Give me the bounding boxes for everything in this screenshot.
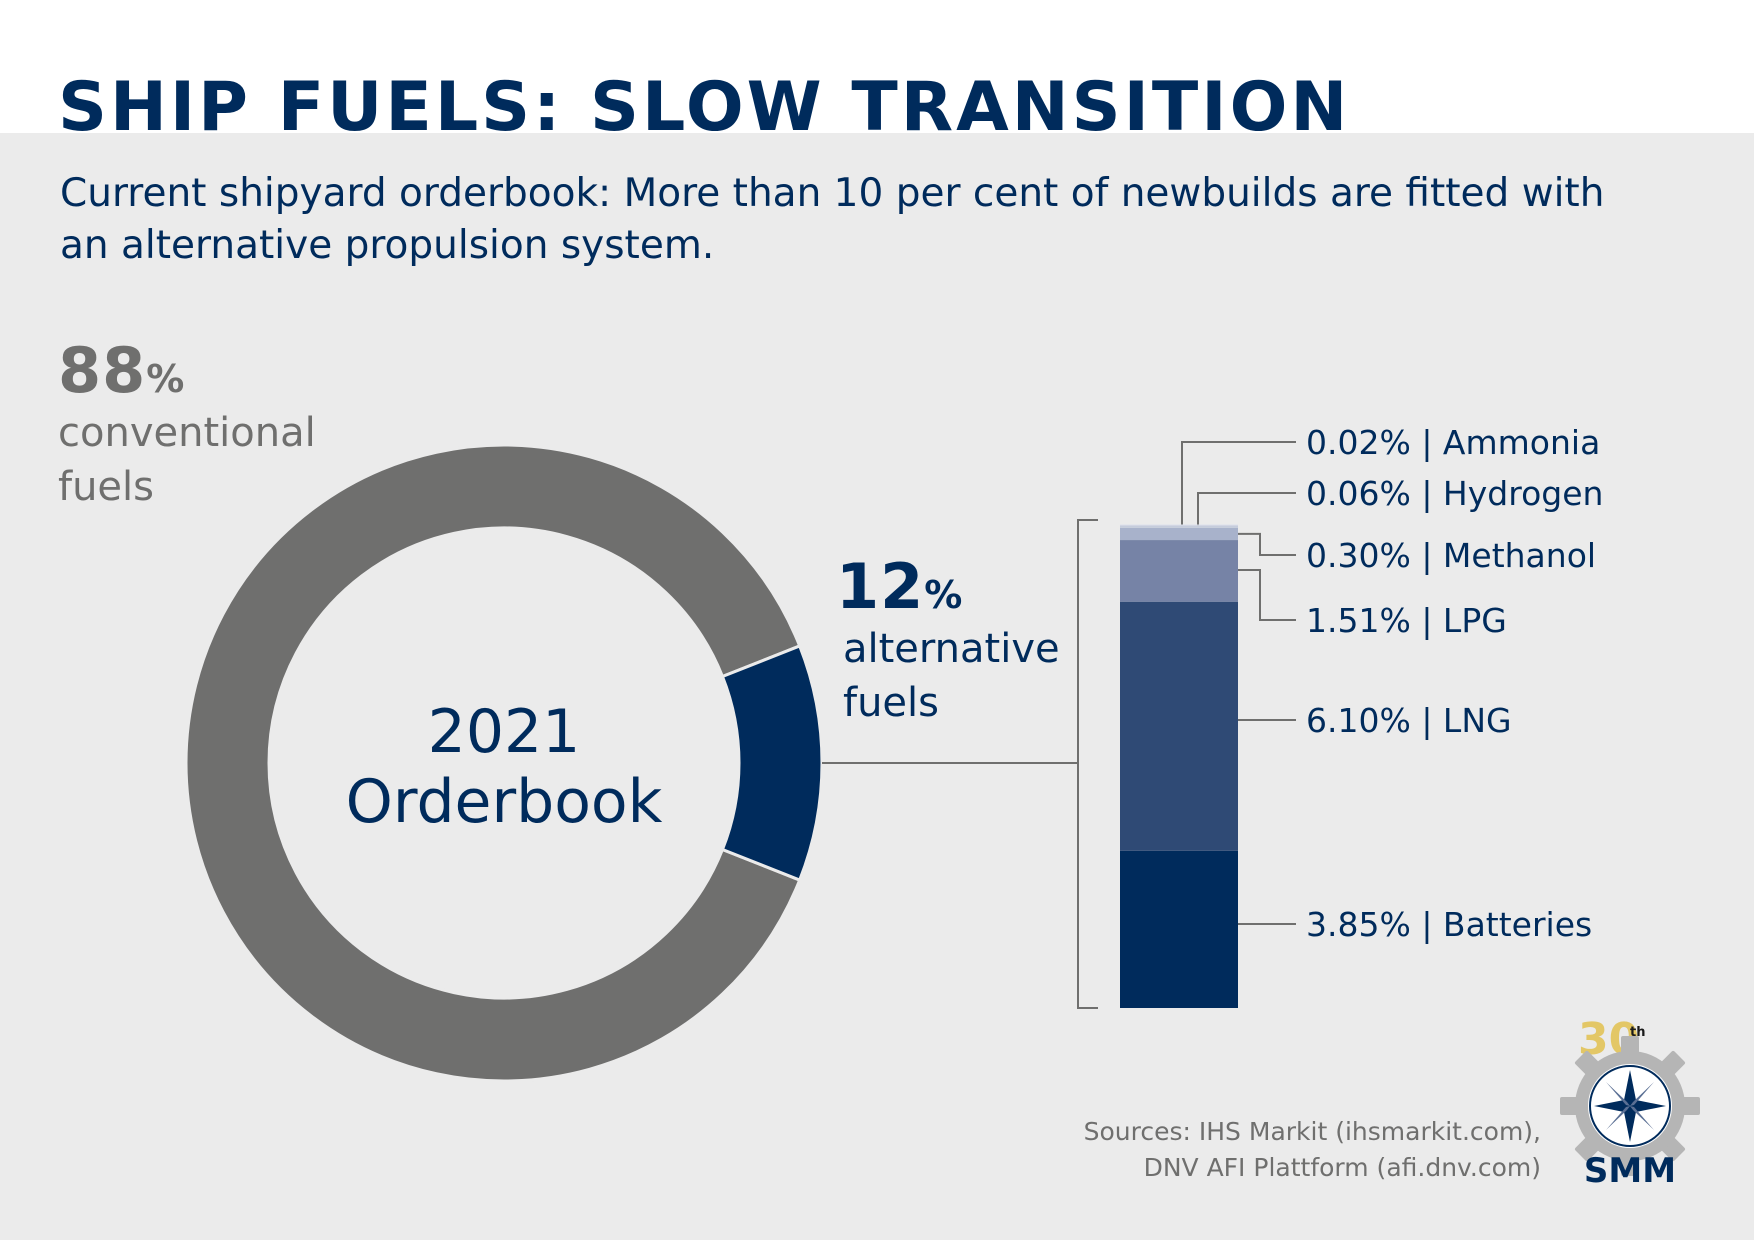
bar-segment-hydrogen bbox=[1120, 525, 1238, 528]
conventional-label-line2: fuels bbox=[58, 464, 154, 510]
logo-text: SMM bbox=[1584, 1151, 1676, 1190]
sources-note: Sources: IHS Markit (ihsmarkit.com), DNV… bbox=[1021, 1114, 1541, 1186]
conventional-label: conventional fuels bbox=[58, 406, 318, 514]
donut-slice-alternative bbox=[720, 643, 824, 883]
page-subtitle: Current shipyard orderbook: More than 10… bbox=[60, 171, 1605, 268]
sources-line1: Sources: IHS Markit (ihsmarkit.com), bbox=[1083, 1117, 1541, 1146]
background-panel bbox=[0, 133, 1754, 1240]
breakdown-labels: 3.85% | Batteries 6.10% | LNG 1.51% | LPG 0… bbox=[1306, 423, 1603, 944]
stacked-bar bbox=[1120, 524, 1238, 1008]
alternative-value: 12 bbox=[836, 550, 925, 623]
bar-segment-lpg bbox=[1120, 540, 1238, 602]
breakdown-bracket bbox=[1077, 519, 1098, 1009]
alternative-label-line1: alternative bbox=[843, 626, 1060, 672]
conventional-label-line1: conventional bbox=[58, 410, 316, 456]
connector-hydrogen bbox=[1197, 492, 1296, 526]
segment-label-lpg: 1.51% | LPG bbox=[1306, 601, 1507, 640]
alternative-unit: % bbox=[924, 573, 963, 617]
smm-logo: 30 th SMM bbox=[1560, 1014, 1700, 1190]
alternative-label-line2: fuels bbox=[843, 680, 939, 726]
bar-segment-batteries bbox=[1120, 850, 1238, 1008]
donut-center-line2: Orderbook bbox=[346, 767, 663, 837]
conventional-unit: % bbox=[146, 357, 185, 401]
bar-segment-ammonia bbox=[1120, 524, 1238, 526]
conventional-value: 88 bbox=[58, 334, 147, 407]
segment-label-hydrogen: 0.06% | Hydrogen bbox=[1306, 474, 1603, 513]
bar-segment-methanol bbox=[1120, 527, 1238, 541]
conventional-percentage: 88% bbox=[58, 334, 184, 407]
compass-icon bbox=[1594, 1070, 1666, 1142]
segment-label-lng: 6.10% | LNG bbox=[1306, 701, 1512, 740]
segment-label-methanol: 0.30% | Methanol bbox=[1306, 536, 1596, 575]
connector-methanol bbox=[1238, 532, 1296, 556]
segment-label-ammonia: 0.02% | Ammonia bbox=[1306, 423, 1600, 462]
segment-label-batteries: 3.85% | Batteries bbox=[1306, 905, 1592, 944]
bar-segment-lng bbox=[1120, 601, 1238, 851]
connector-lpg bbox=[1238, 569, 1296, 621]
sources-line2: DNV AFI Plattform (afi.dnv.com) bbox=[1143, 1153, 1541, 1182]
connector-ammonia bbox=[1181, 441, 1296, 525]
alternative-percentage: 12% bbox=[836, 550, 962, 623]
donut-center-line1: 2021 bbox=[428, 697, 581, 767]
donut-slice-conventional bbox=[184, 443, 802, 1083]
donut-chart bbox=[184, 443, 824, 1083]
page-title: SHIP FUELS: SLOW TRANSITION bbox=[58, 68, 1351, 147]
breakdown-connectors bbox=[822, 441, 1296, 1009]
alternative-label: alternative fuels bbox=[843, 622, 1103, 730]
